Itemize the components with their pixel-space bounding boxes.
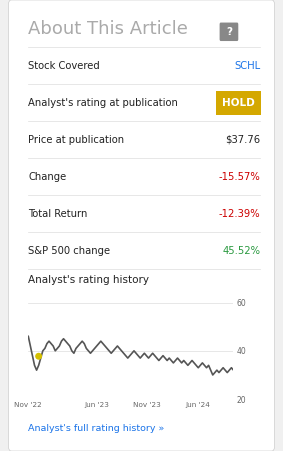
FancyBboxPatch shape [216,91,261,115]
FancyBboxPatch shape [220,23,238,41]
FancyBboxPatch shape [8,0,275,451]
Text: Price at publication: Price at publication [28,135,125,145]
Text: 45.52%: 45.52% [222,246,260,256]
Text: SCHL: SCHL [234,61,260,71]
Text: Analyst's rating at publication: Analyst's rating at publication [28,98,178,108]
Text: -15.57%: -15.57% [218,172,260,182]
Text: S&P 500 change: S&P 500 change [28,246,110,256]
Text: Stock Covered: Stock Covered [28,61,100,71]
Point [37,353,41,360]
Text: Analyst's rating history: Analyst's rating history [28,275,149,285]
Text: About This Article: About This Article [28,20,188,38]
Text: Analyst's full rating history »: Analyst's full rating history » [28,424,164,433]
Text: Change: Change [28,172,67,182]
Text: HOLD: HOLD [222,98,255,108]
Text: Total Return: Total Return [28,209,88,219]
Text: $37.76: $37.76 [225,135,260,145]
Text: ?: ? [226,27,232,37]
Text: -12.39%: -12.39% [219,209,260,219]
